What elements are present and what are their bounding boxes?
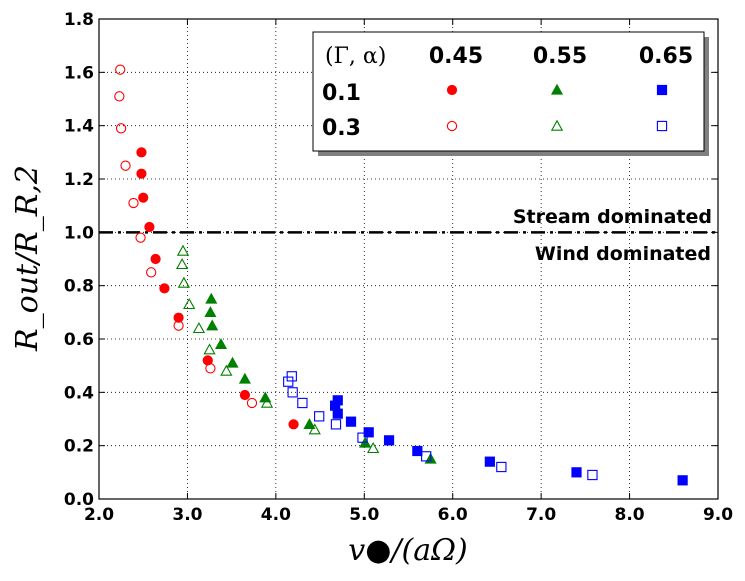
- data-point-series-5: [571, 467, 582, 478]
- y-tick-label: 1.4: [64, 117, 94, 137]
- data-point-series-6: [314, 411, 325, 422]
- y-tick-label: 0.8: [64, 277, 94, 297]
- data-point-series-2: [135, 232, 146, 243]
- legend-marker-series-1: [446, 84, 458, 96]
- y-tick-label: 1.6: [64, 63, 94, 83]
- legend-marker-series-2: [446, 120, 458, 132]
- data-point-series-4: [220, 364, 233, 376]
- y-tick-label: 1.2: [64, 170, 94, 190]
- data-point-series-2: [128, 197, 139, 209]
- data-point-series-2: [114, 91, 125, 102]
- data-point-series-2: [173, 320, 184, 331]
- data-point-series-4: [308, 423, 321, 435]
- data-point-series-1: [239, 389, 251, 401]
- data-point-series-5: [332, 408, 343, 419]
- data-point-series-2: [246, 397, 258, 409]
- data-point-series-1: [136, 168, 147, 179]
- legend-header: (Γ, α): [325, 44, 386, 69]
- data-point-series-2: [120, 160, 131, 171]
- data-point-series-6: [287, 387, 298, 398]
- data-point-series-4: [183, 298, 196, 310]
- plot-frame: [98, 18, 719, 500]
- data-point-series-6: [283, 376, 294, 387]
- data-point-series-6: [297, 397, 308, 409]
- data-point-series-2: [146, 267, 157, 278]
- data-point-series-3: [206, 319, 219, 331]
- data-point-series-6: [330, 419, 342, 430]
- data-point-series-2: [115, 123, 127, 134]
- y-tick-label: 0.0: [64, 490, 94, 510]
- data-point-series-4: [175, 258, 189, 270]
- y-axis-label: R_out/R_R,2: [10, 165, 45, 352]
- data-point-series-4: [366, 442, 380, 454]
- x-tick-label: 9.0: [703, 505, 733, 525]
- x-tick-label: 3.0: [172, 505, 202, 525]
- data-point-series-6: [357, 432, 368, 443]
- y-tick-label: 1.8: [64, 10, 94, 30]
- x-axis-label: v●/(aΩ): [348, 533, 467, 568]
- data-point-series-1: [159, 283, 170, 294]
- data-point-series-4: [260, 396, 274, 408]
- legend-col-gamma-045: 0.45: [429, 44, 483, 69]
- data-point-series-6: [421, 451, 432, 462]
- data-point-series-5: [484, 456, 495, 467]
- data-point-series-5: [345, 416, 357, 427]
- data-point-series-5: [412, 445, 423, 457]
- data-point-series-2: [115, 64, 126, 75]
- data-point-series-4: [176, 244, 190, 256]
- legend-marker-series-3: [550, 83, 564, 95]
- data-point-series-6: [496, 461, 507, 473]
- data-point-series-4: [177, 276, 191, 288]
- legend-row-alpha-03: 0.3: [322, 116, 361, 141]
- data-point-series-3: [205, 292, 218, 304]
- legend-col-gamma-065: 0.65: [639, 44, 693, 69]
- data-point-series-3: [303, 418, 316, 429]
- data-point-series-1: [288, 419, 299, 430]
- x-tick-label: 4.0: [261, 505, 291, 525]
- legend-col-gamma-055: 0.55: [533, 44, 587, 69]
- axis-ticks: 2.0 3.0 4.0 5.0 6.0 7.0 8.0 9.0 0.0 0.2 0.4 0.6 0.8 1…: [64, 10, 733, 525]
- data-point-series-1: [138, 192, 149, 203]
- y-tick-label: 1.0: [64, 223, 94, 243]
- data-point-series-2: [205, 363, 216, 374]
- data-point-series-3: [214, 338, 228, 349]
- data-point-series-4: [192, 322, 206, 334]
- stream-dominated-label: Stream dominated: [513, 206, 712, 228]
- legend-row-alpha-01: 0.1: [322, 81, 361, 106]
- data-point-series-3: [204, 306, 217, 317]
- data-point-series-3: [226, 356, 239, 368]
- x-tick-label: 6.0: [438, 505, 468, 525]
- y-tick-label: 0.6: [64, 330, 94, 350]
- data-point-series-6: [587, 469, 598, 481]
- x-tick-label: 5.0: [349, 505, 379, 525]
- data-point-series-5: [677, 475, 688, 486]
- data-point-series-1: [144, 221, 155, 233]
- x-tick-label: 7.0: [526, 505, 556, 525]
- data-point-series-5: [383, 435, 395, 446]
- data-points: [114, 64, 688, 486]
- data-point-series-1: [173, 312, 184, 323]
- data-point-series-6: [286, 371, 297, 382]
- legend: (Γ, α) 0.45 0.55 0.65 0.1 0.3: [312, 31, 709, 156]
- x-tick-label: 8.0: [615, 505, 645, 525]
- legend-box: [312, 31, 705, 152]
- wind-dominated-label: Wind dominated: [535, 243, 711, 265]
- data-point-series-5: [363, 427, 374, 438]
- y-tick-label: 0.4: [64, 383, 94, 403]
- data-point-series-4: [203, 343, 216, 355]
- data-point-series-1: [136, 147, 147, 158]
- x-tick-label: 2.0: [84, 505, 114, 525]
- legend-markers: [446, 83, 668, 132]
- legend-marker-series-6: [656, 120, 668, 132]
- legend-marker-series-4: [550, 119, 564, 131]
- legend-marker-series-5: [656, 84, 668, 96]
- data-point-series-1: [150, 253, 161, 265]
- data-point-series-3: [238, 372, 251, 384]
- y-tick-label: 0.2: [64, 437, 94, 457]
